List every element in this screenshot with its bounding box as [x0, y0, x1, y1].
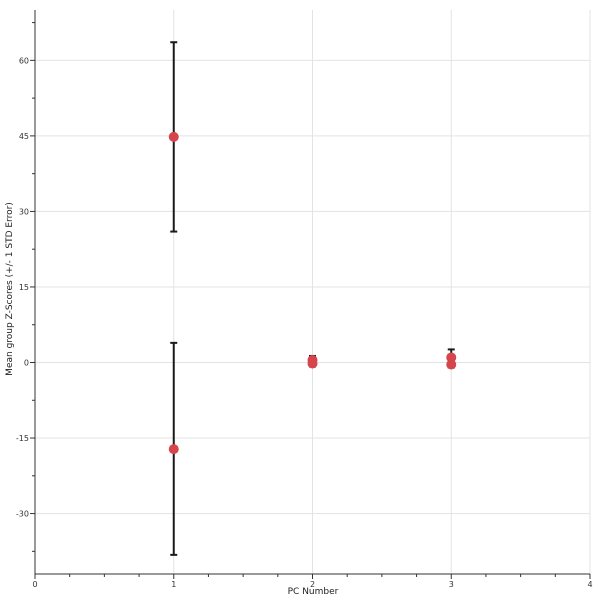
y-tick-label: 60: [19, 56, 29, 65]
x-tick-label: 3: [449, 580, 454, 589]
y-tick-label: 30: [19, 207, 29, 216]
x-tick-label: 2: [310, 580, 315, 589]
data-point: [168, 131, 179, 142]
x-tick-label: 4: [587, 580, 592, 589]
y-tick-label: -30: [16, 510, 29, 519]
grid-lines: [35, 10, 591, 574]
y-tick-label: 45: [19, 132, 29, 141]
x-axis-label: PC Number: [288, 587, 339, 597]
y-tick-label: 15: [19, 283, 29, 292]
x-tick-label: 1: [171, 580, 176, 589]
y-axis-ticks: -30 -15 0 15 30 45 60: [16, 22, 35, 552]
x-tick-label: 0: [32, 580, 37, 589]
y-axis-label: Mean group Z-Scores (+/- 1 STD Error): [5, 202, 15, 376]
data-points: [168, 131, 457, 455]
x-axis-ticks: 0 1 2 3 4: [32, 574, 593, 589]
data-point: [446, 359, 457, 370]
data-point: [446, 352, 457, 363]
data-point: [168, 444, 179, 455]
data-point: [307, 358, 318, 369]
y-tick-label: -15: [16, 434, 29, 443]
y-tick-label: 0: [24, 359, 29, 368]
